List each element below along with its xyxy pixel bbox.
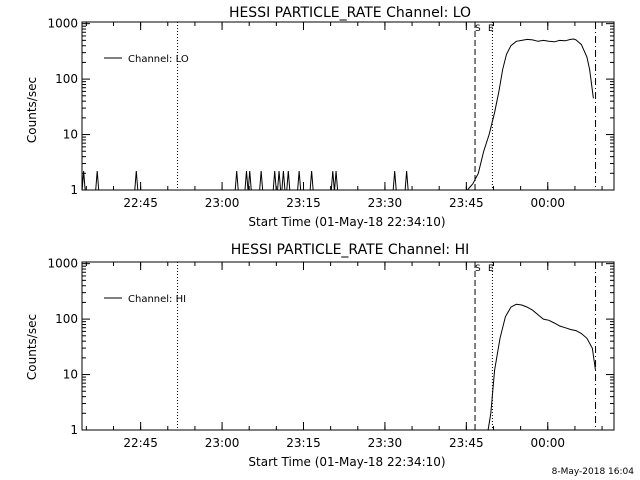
x-tick-label-hi: 23:00 bbox=[205, 436, 240, 450]
chart-title-hi: HESSI PARTICLE_RATE Channel: HI bbox=[231, 242, 469, 258]
x-tick-label-hi: 23:15 bbox=[286, 436, 321, 450]
y-tick-label-hi: 10 bbox=[63, 368, 78, 382]
y-tick-label-lo: 1000 bbox=[47, 17, 78, 31]
y-tick-label-hi: 100 bbox=[55, 312, 78, 326]
count-spike-lo bbox=[404, 170, 409, 191]
end-marker-label-hi: E bbox=[488, 264, 494, 274]
y-tick-label-hi: 1000 bbox=[47, 257, 78, 271]
count-spike-lo bbox=[234, 170, 239, 191]
count-spike-lo bbox=[95, 170, 100, 191]
x-tick-label-lo: 23:15 bbox=[286, 196, 321, 210]
x-tick-label-lo: 22:45 bbox=[123, 196, 158, 210]
count-spike-lo bbox=[244, 170, 249, 191]
x-tick-label-lo: 00:00 bbox=[530, 196, 565, 210]
count-spike-lo bbox=[277, 170, 282, 191]
start-marker-label-lo: S bbox=[475, 24, 481, 34]
count-spike-lo bbox=[334, 170, 339, 191]
x-tick-label-hi: 23:30 bbox=[368, 436, 403, 450]
x-tick-label-lo: 23:45 bbox=[449, 196, 484, 210]
series-line-hi bbox=[487, 303, 596, 431]
count-spike-lo bbox=[330, 170, 335, 191]
count-spike-lo bbox=[309, 170, 314, 191]
plot-frame-lo bbox=[81, 21, 615, 191]
x-tick-label-hi: 22:45 bbox=[123, 436, 158, 450]
count-spike-lo bbox=[247, 170, 252, 191]
y-tick-label-lo: 1 bbox=[70, 183, 78, 197]
x-axis-label-hi: Start Time (01-May-18 22:34:10) bbox=[248, 455, 445, 469]
count-spike-lo bbox=[134, 170, 139, 191]
y-tick-label-lo: 100 bbox=[55, 72, 78, 86]
plot-frame-hi bbox=[81, 261, 615, 431]
footer-timestamp: 8-May-2018 16:04 bbox=[552, 467, 635, 477]
panel-hi: HESSI PARTICLE_RATE Channel: HI Counts/s… bbox=[25, 242, 615, 469]
count-spike-lo bbox=[392, 170, 397, 191]
y-axis-label-hi: Counts/sec bbox=[25, 314, 39, 380]
count-spike-lo bbox=[297, 170, 302, 191]
end-marker-label-lo: E bbox=[488, 24, 494, 34]
count-spike-lo bbox=[81, 170, 86, 191]
start-marker-label-hi: S bbox=[475, 264, 481, 274]
x-tick-label-lo: 23:00 bbox=[205, 196, 240, 210]
x-tick-label-lo: 23:30 bbox=[368, 196, 403, 210]
y-tick-label-lo: 10 bbox=[63, 128, 78, 142]
x-tick-label-hi: 00:00 bbox=[530, 436, 565, 450]
panel-lo: HESSI PARTICLE_RATE Channel: LO Counts/s… bbox=[25, 5, 615, 229]
series-line-lo bbox=[467, 38, 594, 191]
chart-title-lo: HESSI PARTICLE_RATE Channel: LO bbox=[229, 5, 471, 21]
x-tick-label-hi: 23:45 bbox=[449, 436, 484, 450]
count-spike-lo bbox=[272, 170, 277, 191]
count-spike-lo bbox=[286, 170, 291, 191]
x-axis-label-lo: Start Time (01-May-18 22:34:10) bbox=[248, 215, 445, 229]
y-tick-label-hi: 1 bbox=[70, 423, 78, 437]
legend-entry-hi: Channel: HI bbox=[128, 294, 186, 305]
count-spike-lo bbox=[281, 170, 286, 191]
legend-entry-lo: Channel: LO bbox=[128, 54, 189, 65]
y-axis-label-lo: Counts/sec bbox=[25, 77, 39, 143]
count-spike-lo bbox=[259, 170, 264, 191]
